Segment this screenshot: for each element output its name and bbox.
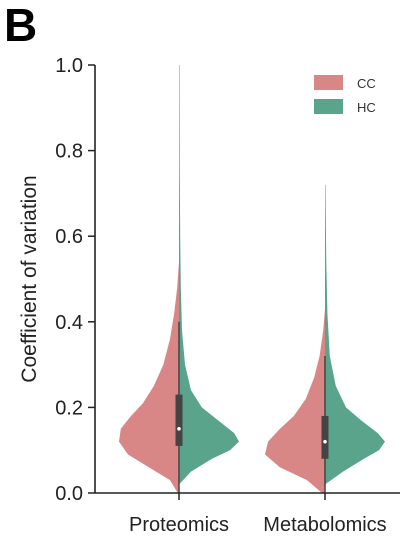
axes: 0.0 0.2 0.4 0.6 0.8 1.0 Proteomics Metabolomic… bbox=[18, 55, 400, 536]
legend-label-cc: CC bbox=[357, 76, 376, 91]
y-tick-label: 0.2 bbox=[55, 397, 83, 419]
violin-cc-metabolomics bbox=[265, 308, 325, 493]
y-tick-label: 0.8 bbox=[55, 141, 83, 163]
violin-hc-metabolomics bbox=[325, 184, 385, 485]
x-tick-label: Metabolomics bbox=[263, 514, 386, 536]
median-marker bbox=[323, 439, 327, 444]
violin-hc-proteomics bbox=[179, 65, 239, 485]
y-tick-label: 0.6 bbox=[55, 226, 83, 248]
iqr-box bbox=[175, 394, 183, 446]
median-marker bbox=[177, 427, 181, 431]
x-tick-label: Proteomics bbox=[129, 514, 229, 536]
legend-label-hc: HC bbox=[357, 100, 376, 115]
y-tick-label: 1.0 bbox=[55, 55, 83, 77]
iqr-box bbox=[321, 415, 329, 459]
legend-swatch-hc bbox=[314, 99, 343, 114]
y-tick-label: 0.0 bbox=[55, 483, 83, 505]
violin-cc-proteomics bbox=[119, 261, 179, 493]
x-ticks: Proteomics Metabolomics bbox=[129, 493, 387, 536]
y-ticks: 0.0 0.2 0.4 0.6 0.8 1.0 bbox=[55, 55, 95, 505]
y-tick-label: 0.4 bbox=[55, 312, 83, 334]
legend: CC HC bbox=[314, 75, 376, 115]
panel-label: B bbox=[4, 0, 38, 51]
legend-swatch-cc bbox=[314, 75, 343, 90]
violin-layer bbox=[119, 65, 385, 493]
y-axis-title: Coefficient of variation bbox=[18, 175, 41, 382]
